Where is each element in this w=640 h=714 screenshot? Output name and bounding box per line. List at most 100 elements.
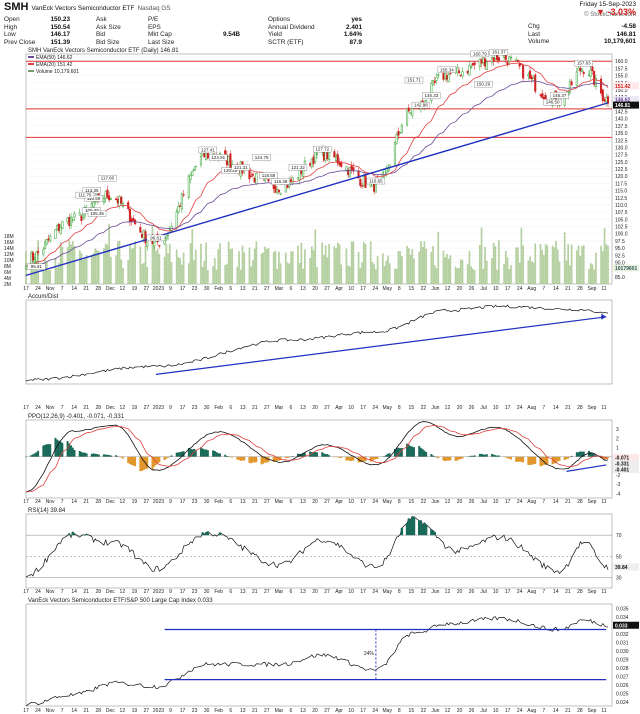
x-tick-label: 9 — [169, 499, 172, 505]
ppo-histogram-bar — [510, 456, 512, 460]
ppo-histogram-bar — [61, 442, 64, 457]
ppo-histogram-bar — [461, 456, 464, 459]
ppo-histogram-bar — [542, 456, 545, 465]
ppo-histogram-bar — [603, 456, 606, 460]
candle-body — [432, 80, 435, 86]
candle-body — [120, 196, 123, 204]
header-field-value: 146.81 — [616, 30, 636, 38]
rsi-overbought-segment — [409, 519, 412, 536]
volume-bar — [250, 266, 253, 284]
x-tick-label: 28 — [95, 708, 101, 714]
x-tick-label: 11 — [601, 405, 606, 411]
x-tick-label: 30 — [204, 589, 210, 595]
volume-bar — [350, 241, 353, 284]
ppo-histogram-bar — [515, 456, 518, 462]
volume-bar — [47, 270, 50, 284]
x-tick-label: 7 — [61, 405, 64, 411]
candle-body — [92, 202, 95, 208]
candle-body — [314, 150, 317, 162]
x-tick-label: 21 — [252, 405, 258, 411]
ppo-histogram-bar — [33, 453, 36, 457]
candle-body — [527, 74, 530, 77]
ppo-histogram-bar — [435, 456, 438, 458]
x-tick-label: 28 — [577, 286, 583, 292]
x-tick-label: 21 — [83, 708, 89, 714]
volume-bar — [543, 255, 545, 284]
ppo-histogram-bar — [229, 456, 232, 458]
ppo-histogram-bar — [118, 456, 121, 458]
ppo-histogram-bar — [369, 456, 372, 462]
candle-body — [406, 108, 409, 126]
x-tick-label: 2023 — [153, 589, 164, 595]
x-tick-label: 11 — [601, 499, 606, 505]
ppo-histogram-bar — [303, 453, 306, 457]
candle-body — [277, 189, 280, 193]
candle-body — [509, 56, 513, 59]
x-tick-label: 7 — [61, 499, 64, 505]
candle-body — [291, 177, 294, 185]
ppo-histogram-bar — [217, 453, 220, 457]
volume-bar — [361, 262, 363, 284]
volume-tick-label: 16M — [4, 240, 14, 246]
header-field-label: Annual Dividend — [268, 23, 315, 31]
x-tick-label: 12 — [445, 499, 451, 505]
candle-body — [146, 240, 149, 247]
header-field-value: 151.39 — [50, 38, 70, 46]
header-field: Mkt Cap 9.54B — [148, 31, 240, 39]
candle-body — [31, 252, 34, 261]
ppo-histogram-bar — [516, 456, 519, 462]
volume-bar — [459, 259, 462, 284]
candle-body — [399, 132, 402, 134]
volume-tick-label: 12M — [4, 252, 14, 258]
x-tick-label: May — [383, 499, 393, 505]
candle-body — [35, 251, 38, 262]
x-tick-label: 21 — [252, 499, 258, 505]
x-tick-label: 20 — [312, 286, 318, 292]
ppo-histogram-bar — [215, 452, 218, 457]
x-tick-label: 11 — [601, 708, 606, 714]
price-tick-label: 110.0 — [615, 203, 627, 209]
x-tick-label: 11 — [601, 286, 606, 292]
candle-body — [267, 178, 270, 182]
candle-body — [395, 134, 398, 144]
ppo-histogram-bar — [587, 450, 590, 457]
volume-bar — [482, 268, 485, 284]
annotation-box — [574, 59, 593, 67]
x-tick-label: 6 — [229, 286, 232, 292]
volume-bar — [565, 260, 568, 284]
accumdist-title: Accum/Dist — [28, 294, 59, 300]
price-annotation: 95.81 — [31, 264, 43, 269]
volume-bar — [163, 256, 166, 284]
volume-bar — [241, 245, 244, 284]
rsi-overbought-segment — [204, 532, 208, 536]
x-tick-label: 6 — [229, 499, 232, 505]
volume-bar — [115, 255, 117, 284]
ppo-histogram-bar — [279, 456, 282, 460]
ppo-histogram-bar — [581, 451, 583, 457]
price-tick-label: 97.5 — [615, 239, 625, 245]
candle-body — [165, 236, 168, 239]
x-tick-label: 27 — [144, 589, 150, 595]
volume-bar — [468, 250, 471, 284]
x-tick-label: 27 — [264, 286, 270, 292]
price-annotation: 105.35 — [90, 211, 104, 216]
ppo-histogram-bar — [96, 454, 98, 457]
x-tick-label: 27 — [144, 708, 150, 714]
volume-bar — [359, 267, 362, 284]
ratio-tick-label: 0.034 — [616, 615, 629, 621]
volume-bar — [520, 227, 523, 284]
header-field-label: Chg — [528, 23, 540, 30]
volume-bar — [581, 246, 583, 284]
ppo-histogram-bar — [260, 456, 263, 465]
x-tick-label: Sep — [588, 286, 597, 292]
candle-body — [515, 59, 518, 61]
x-tick-label: Nov — [46, 286, 55, 292]
volume-bar — [496, 269, 498, 284]
x-tick-label: Jul — [480, 708, 486, 714]
ppo-histogram-bar — [239, 456, 242, 461]
x-tick-label: 23 — [192, 405, 198, 411]
ppo-histogram-bar — [321, 452, 324, 457]
volume-bar — [84, 257, 86, 284]
candle-body — [522, 64, 525, 79]
x-tick-label: 27 — [264, 708, 270, 714]
